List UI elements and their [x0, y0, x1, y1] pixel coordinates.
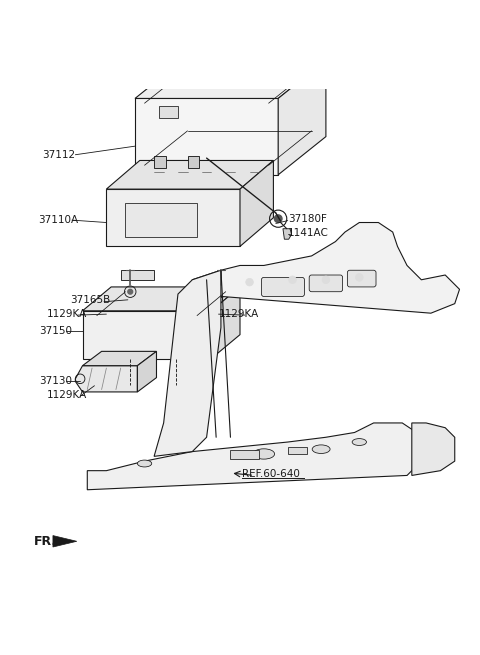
FancyBboxPatch shape [262, 277, 304, 297]
Polygon shape [53, 536, 77, 547]
FancyBboxPatch shape [120, 271, 154, 280]
Text: 37150: 37150 [39, 326, 72, 336]
FancyBboxPatch shape [216, 60, 254, 67]
Text: 37110A: 37110A [38, 215, 79, 225]
FancyBboxPatch shape [288, 447, 307, 454]
Polygon shape [83, 287, 240, 310]
Polygon shape [278, 60, 326, 175]
Ellipse shape [352, 439, 366, 445]
Polygon shape [211, 287, 240, 358]
FancyBboxPatch shape [309, 275, 343, 291]
FancyBboxPatch shape [154, 156, 166, 168]
Text: 1129KA: 1129KA [47, 309, 87, 319]
Polygon shape [87, 423, 421, 490]
FancyBboxPatch shape [348, 271, 376, 287]
Text: REF.60-640: REF.60-640 [242, 470, 300, 479]
Polygon shape [240, 160, 274, 246]
Polygon shape [135, 60, 326, 98]
Polygon shape [75, 365, 137, 392]
FancyBboxPatch shape [135, 98, 278, 175]
Text: 1141AC: 1141AC [288, 228, 329, 238]
Circle shape [246, 278, 253, 286]
Ellipse shape [137, 460, 152, 467]
Polygon shape [283, 229, 291, 239]
Ellipse shape [312, 445, 330, 453]
Circle shape [218, 290, 223, 294]
Text: 1129KA: 1129KA [47, 390, 87, 400]
Polygon shape [412, 423, 455, 476]
Text: 37112: 37112 [42, 150, 75, 160]
Text: 37130: 37130 [39, 376, 72, 386]
Circle shape [356, 274, 363, 281]
FancyBboxPatch shape [188, 156, 199, 168]
Text: 37180F: 37180F [288, 214, 326, 224]
Circle shape [288, 276, 296, 284]
Ellipse shape [253, 449, 275, 459]
Polygon shape [107, 160, 274, 189]
Circle shape [322, 276, 330, 284]
Polygon shape [83, 351, 156, 365]
Text: FR.: FR. [34, 534, 57, 548]
Circle shape [275, 215, 282, 223]
Circle shape [128, 290, 132, 294]
Polygon shape [154, 271, 221, 457]
Text: 37165B: 37165B [71, 295, 111, 305]
FancyBboxPatch shape [159, 105, 178, 117]
Text: 1129KA: 1129KA [218, 309, 259, 319]
FancyBboxPatch shape [230, 450, 259, 458]
FancyBboxPatch shape [125, 204, 197, 237]
FancyBboxPatch shape [107, 189, 240, 246]
Polygon shape [83, 310, 211, 358]
Polygon shape [192, 223, 459, 313]
Polygon shape [137, 351, 156, 392]
